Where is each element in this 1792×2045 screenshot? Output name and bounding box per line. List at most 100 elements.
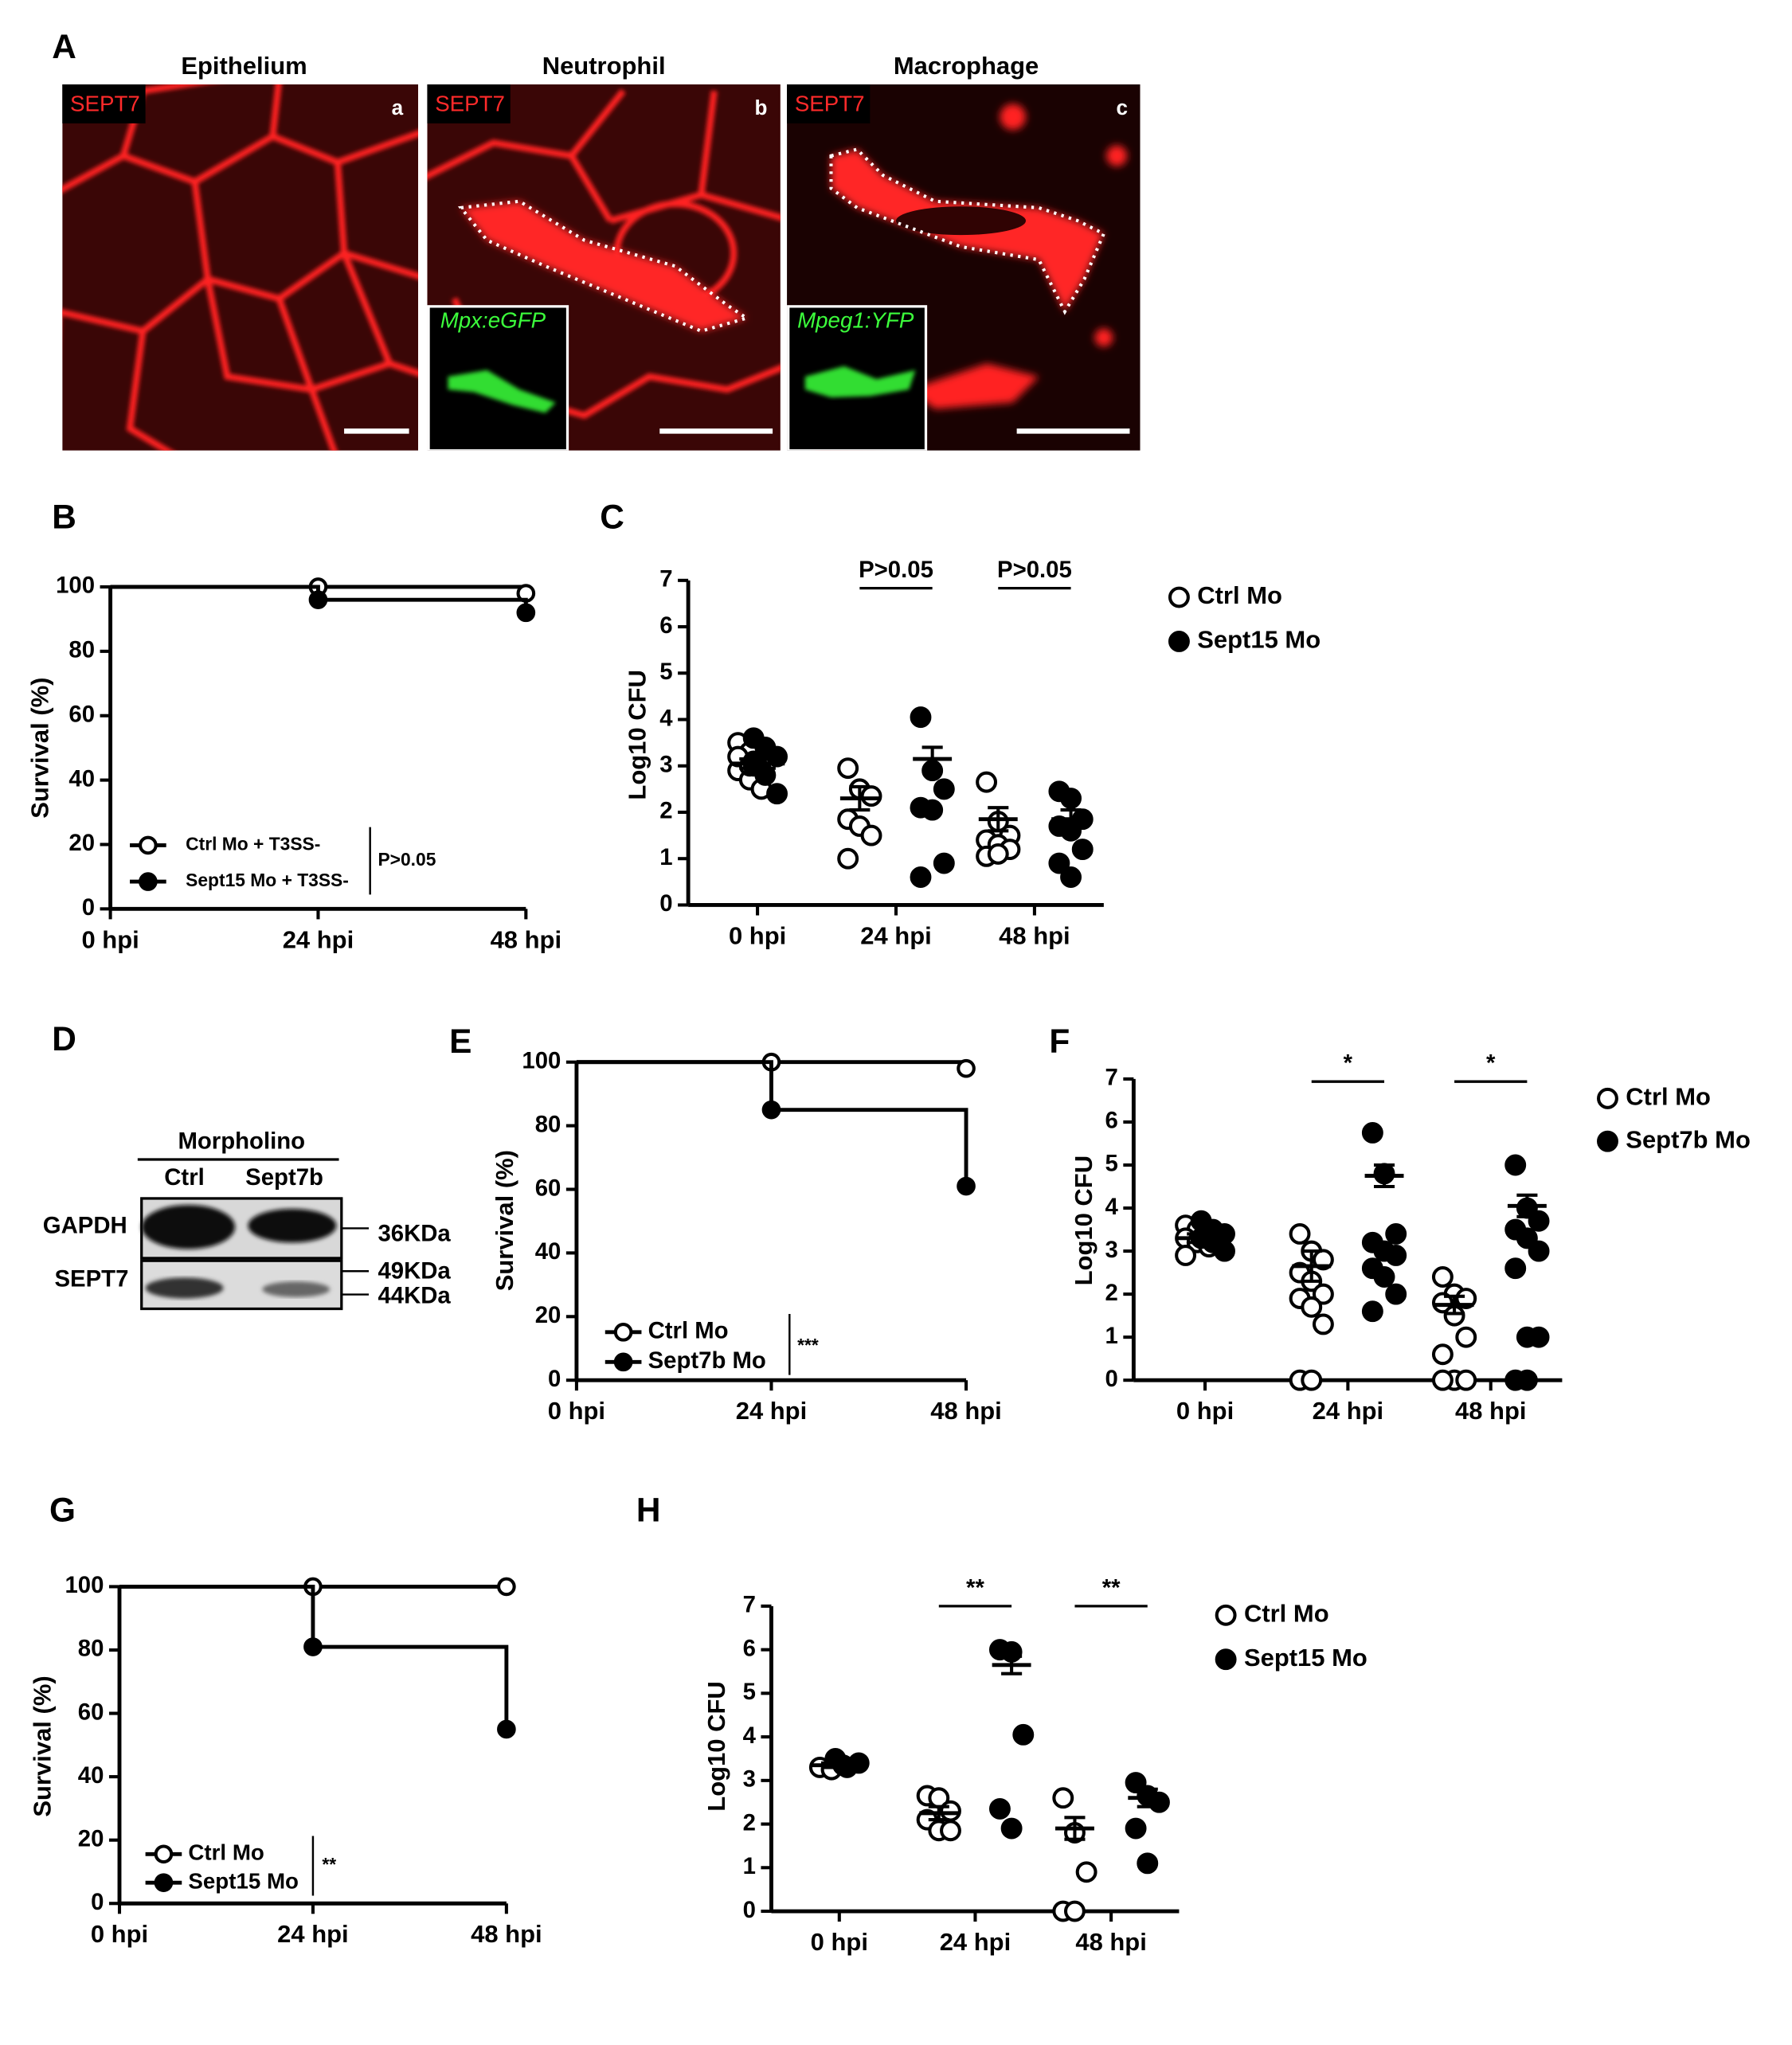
panel-a: A Epithelium Neutrophil Macrophage: [52, 28, 1141, 451]
data-point: [940, 1800, 961, 1822]
y-tick-label: 40: [78, 1762, 104, 1789]
y-tick-label: 3: [659, 752, 672, 778]
data-point: [1455, 1369, 1477, 1391]
sem-bar: [836, 1761, 858, 1769]
y-tick-label: 40: [68, 765, 95, 792]
data-point: [957, 1058, 976, 1078]
row-label: GAPDH: [43, 1213, 127, 1239]
y-tick-label: 0: [659, 890, 672, 917]
y-tick-label: 3: [1105, 1237, 1117, 1263]
panel-letter: A: [52, 28, 76, 65]
legend-label: Ctrl Mo: [1244, 1599, 1329, 1627]
data-point: [1000, 1817, 1023, 1840]
y-tick-label: 3: [743, 1766, 756, 1793]
y-tick-label: 100: [56, 573, 95, 599]
legend-label: Sept15 Mo: [1244, 1644, 1367, 1672]
x-tick-label: 0 hpi: [548, 1397, 605, 1425]
y-tick-label: 100: [522, 1047, 561, 1073]
x-tick-label: 48 hpi: [471, 1920, 542, 1948]
stat-label: **: [322, 1854, 336, 1875]
sem-bar: [849, 784, 871, 812]
y-axis-label: Survival (%): [25, 678, 53, 819]
x-tick-label: 24 hpi: [1313, 1397, 1384, 1425]
panel-letter: G: [49, 1492, 76, 1529]
sem-bar: [1374, 1163, 1395, 1189]
x-tick-label: 0 hpi: [729, 921, 786, 949]
data-point: [933, 852, 955, 874]
data-point: [976, 771, 998, 793]
data-point: [1431, 1369, 1454, 1391]
data-point: [860, 824, 882, 847]
data-point: [1385, 1283, 1407, 1305]
data-point: [308, 590, 328, 609]
micrograph: [62, 84, 418, 451]
data-point: [987, 843, 1009, 865]
size-marker: 44KDa: [378, 1283, 451, 1309]
inset-label: Mpeg1:YFP: [797, 308, 914, 333]
data-point: [1060, 866, 1082, 888]
y-tick-label: 1: [743, 1853, 756, 1879]
x-tick-label: 48 hpi: [1455, 1397, 1527, 1425]
x-tick-label: 48 hpi: [930, 1397, 1002, 1425]
y-tick-label: 80: [68, 637, 95, 663]
panel-title: Neutrophil: [542, 52, 666, 80]
data-point: [1301, 1369, 1323, 1391]
sem-bar: [988, 806, 1009, 833]
panel-d: D Morpholino Ctrl Sept7b GAPDH SEPT7 36K…: [43, 1020, 451, 1311]
data-point: [1455, 1326, 1477, 1348]
y-tick-label: 0: [743, 1897, 756, 1923]
y-tick-label: 7: [659, 566, 672, 592]
y-tick-label: 2: [659, 798, 672, 824]
panel-title: Macrophage: [894, 52, 1039, 80]
chart-panel: G Survival (%) 0 20 40 60 80 100 0 hpi 24 hpi 48 h…: [29, 1492, 542, 1949]
data-point: [837, 847, 859, 870]
y-axis-label: Log10 CFU: [702, 1681, 730, 1811]
x-tick-label: 0 hpi: [811, 1928, 868, 1956]
legend-marker: [139, 835, 158, 855]
band: [248, 1208, 337, 1243]
data-point: [1431, 1266, 1454, 1288]
data-point: [1060, 788, 1082, 809]
y-tick-label: 2: [1105, 1280, 1117, 1306]
data-point: [837, 757, 859, 780]
panel-letter: C: [600, 498, 624, 535]
significance-label: P>0.05: [997, 557, 1072, 583]
data-point: [1528, 1210, 1550, 1232]
data-point: [1516, 1369, 1538, 1391]
legend-marker: [613, 1352, 633, 1372]
sublabel: b: [754, 96, 767, 119]
data-point: [1048, 852, 1070, 874]
sublabel: a: [392, 96, 404, 119]
data-point: [933, 778, 955, 800]
legend-marker: [613, 1323, 633, 1342]
legend-marker: [154, 1844, 174, 1864]
y-tick-label: 4: [1105, 1194, 1118, 1220]
sem-bar: [1001, 1654, 1023, 1675]
x-tick-label: 24 hpi: [277, 1920, 349, 1948]
legend-label: Ctrl Mo: [648, 1318, 729, 1344]
lane-label: Sept7b: [245, 1164, 323, 1191]
y-tick-label: 40: [535, 1238, 561, 1265]
x-tick-label: 24 hpi: [940, 1928, 1011, 1956]
y-tick-label: 20: [535, 1302, 561, 1328]
data-point: [1431, 1292, 1454, 1314]
y-tick-label: 60: [68, 701, 95, 727]
y-tick-label: 7: [743, 1592, 756, 1618]
lane-label: Ctrl: [164, 1164, 205, 1191]
stain-label: SEPT7: [795, 91, 865, 115]
y-tick-label: 20: [68, 830, 95, 856]
data-point: [761, 1100, 781, 1120]
x-tick-label: 0 hpi: [91, 1920, 148, 1948]
data-point: [1301, 1296, 1323, 1318]
data-point: [1361, 1300, 1383, 1323]
inset-label: Mpx:eGFP: [440, 308, 546, 333]
legend-marker: [1597, 1130, 1618, 1152]
y-tick-label: 4: [659, 705, 673, 731]
data-point: [1125, 1817, 1147, 1840]
sem-bar: [1137, 1787, 1158, 1808]
stain-label: SEPT7: [70, 91, 140, 115]
y-tick-label: 5: [659, 659, 672, 685]
y-tick-label: 0: [91, 1889, 104, 1915]
data-point: [940, 1820, 961, 1842]
